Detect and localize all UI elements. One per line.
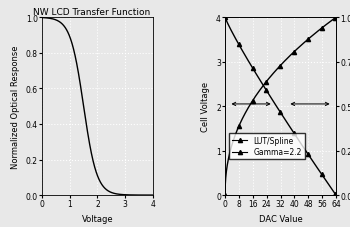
X-axis label: Voltage: Voltage: [82, 214, 113, 223]
X-axis label: DAC Value: DAC Value: [259, 214, 302, 223]
Legend: LUT/Spline, Gamma=2.2: LUT/Spline, Gamma=2.2: [229, 133, 305, 160]
Text: NW LCD Transfer Function: NW LCD Transfer Function: [34, 8, 151, 17]
Y-axis label: Normalized Optical Response: Normalized Optical Response: [11, 45, 20, 168]
Y-axis label: Cell Voltage: Cell Voltage: [202, 82, 210, 132]
